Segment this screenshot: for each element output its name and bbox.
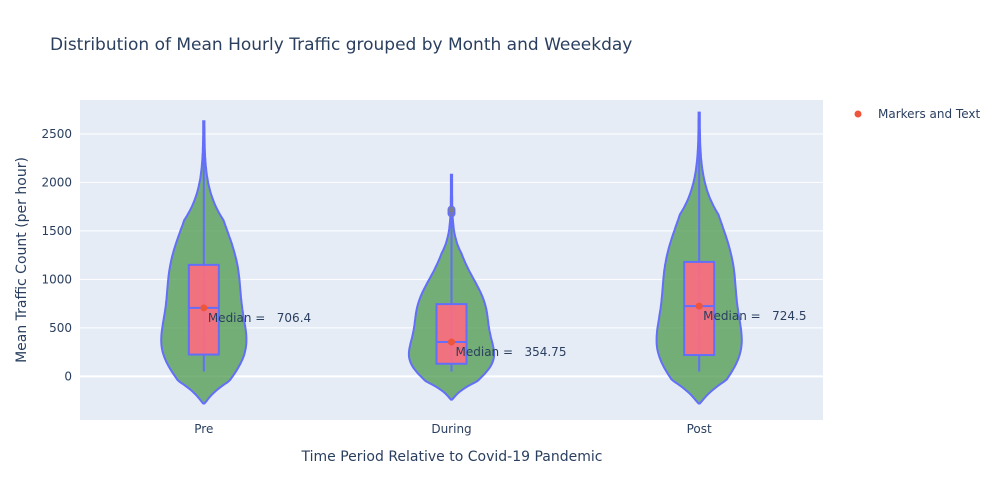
y-tick-label: 1500 xyxy=(41,224,72,238)
median-annotations: Median = 706.4 Median = 354.75 Median = 72… xyxy=(208,309,807,359)
median-annotation-post: Median = 724.5 xyxy=(703,309,806,323)
legend[interactable]: Markers and Text xyxy=(854,107,981,121)
legend-marker xyxy=(854,110,862,118)
y-tick-label: 2000 xyxy=(41,175,72,189)
x-tick-labels: Pre During Post xyxy=(194,422,712,436)
median-annotation-during: Median = 354.75 xyxy=(456,345,567,359)
box-during[interactable] xyxy=(435,303,468,365)
y-tick-label: 1000 xyxy=(41,272,72,286)
median-annotation-pre: Median = 706.4 xyxy=(208,311,311,325)
median-marker-post[interactable] xyxy=(695,302,703,310)
x-axis-title: Time Period Relative to Covid-19 Pandemi… xyxy=(301,449,603,465)
x-tick-label-pre: Pre xyxy=(194,422,213,436)
y-tick-label: 0 xyxy=(64,369,72,383)
y-tick-label: 500 xyxy=(49,321,72,335)
y-axis-title: Mean Traffic Count (per hour) xyxy=(14,157,30,363)
legend-label: Markers and Text xyxy=(878,107,981,121)
y-tick-label: 2500 xyxy=(41,127,72,141)
y-tick-labels: 0 500 1000 1500 2000 2500 xyxy=(41,127,72,383)
x-tick-label-post: Post xyxy=(687,422,712,436)
x-tick-label-during: During xyxy=(431,422,471,436)
median-markers xyxy=(200,302,703,346)
median-marker-during[interactable] xyxy=(448,338,455,346)
median-marker-pre[interactable] xyxy=(200,304,208,312)
chart-title: Distribution of Mean Hourly Traffic grou… xyxy=(50,35,632,55)
outlier-point[interactable] xyxy=(447,205,456,214)
